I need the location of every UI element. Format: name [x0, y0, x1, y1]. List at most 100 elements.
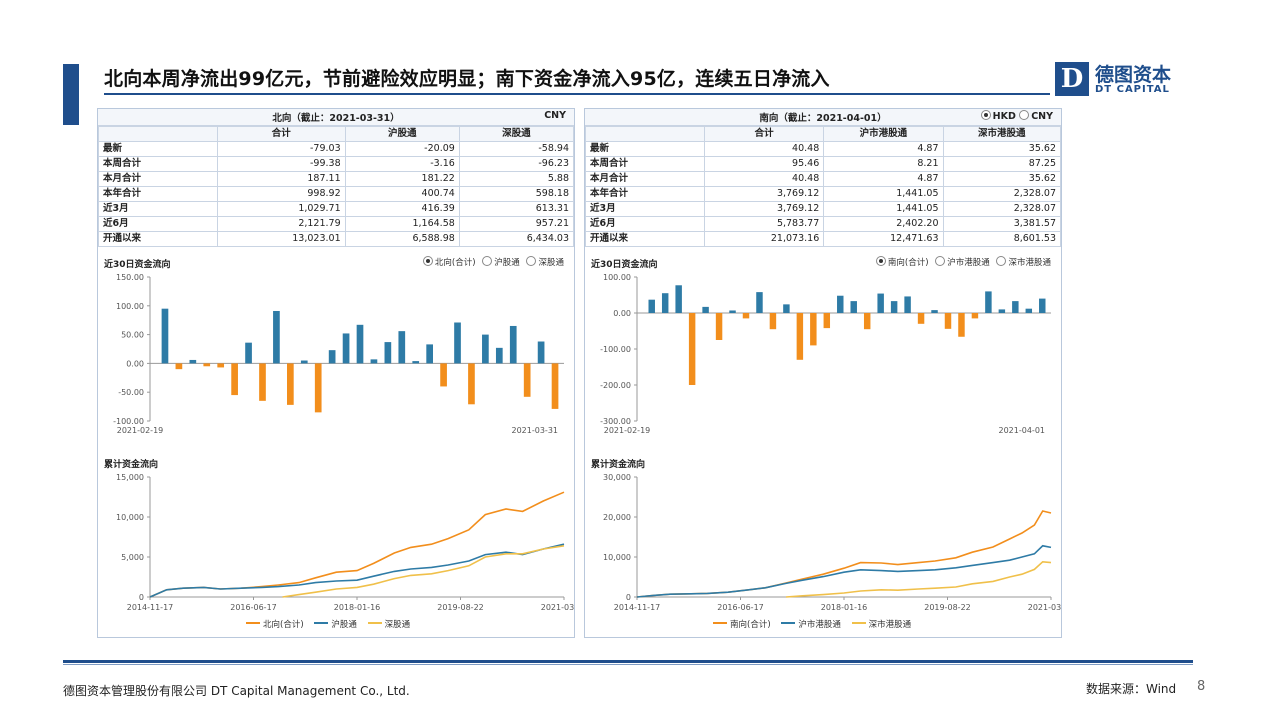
x-tick-label: 2021-03-29 — [541, 603, 574, 612]
table-cell: -99.38 — [217, 156, 346, 172]
legend-label: 沪股通 — [331, 620, 357, 630]
table-cell: 2,328.07 — [942, 186, 1061, 202]
y-tick-label: 100.00 — [116, 302, 144, 311]
table-cell: 5.88 — [458, 171, 575, 187]
x-tick-label: 2014-11-17 — [127, 603, 174, 612]
legend-label: 南向(合计) — [730, 620, 771, 630]
table-cell: 3,769.12 — [703, 186, 825, 202]
table-cell: 2,328.07 — [942, 201, 1061, 217]
y-tick-label: -100.00 — [600, 345, 631, 354]
bar — [971, 313, 979, 319]
bar — [702, 306, 709, 313]
table-row: 近6月 5,783.77 2,402.20 3,381.57 — [585, 216, 1061, 232]
option-sz[interactable]: 深市港股通 — [996, 256, 1051, 268]
table-cell: 957.21 — [458, 216, 575, 232]
y-tick-label: 20,000 — [603, 513, 631, 522]
table-cell: 13,023.01 — [217, 231, 346, 247]
option-hkd[interactable]: HKD — [980, 110, 1016, 122]
table-cell: 40.48 — [703, 171, 825, 187]
table-cell: 598.18 — [458, 186, 575, 202]
company-logo: D 德图资本 DT CAPITAL — [1055, 60, 1225, 100]
bar — [729, 310, 736, 313]
table-cell: -79.03 — [217, 141, 346, 157]
option-cny[interactable]: CNY — [1019, 110, 1053, 122]
x-tick-label: 2021-03-31 — [512, 426, 559, 435]
table-cell: 1,164.58 — [344, 216, 460, 232]
table-cell: 95.46 — [703, 156, 825, 172]
option-label: 深股通 — [538, 258, 564, 268]
row-label: 本周合计 — [585, 156, 705, 172]
bar — [509, 325, 517, 364]
option-sh[interactable]: 沪股通 — [482, 256, 520, 268]
table-row: 最新 -79.03 -20.09 -58.94 — [98, 141, 575, 157]
row-label: 近6月 — [585, 216, 705, 232]
option-sh[interactable]: 沪市港股通 — [935, 256, 990, 268]
column-header: 沪股通 — [344, 126, 460, 142]
bar — [715, 313, 723, 340]
bar — [412, 361, 420, 364]
southbound-cum-title: 累计资金流向 — [591, 460, 646, 470]
bar — [482, 334, 489, 364]
bar — [917, 313, 925, 324]
table-row: 开通以来 21,073.16 12,471.63 8,601.53 — [585, 231, 1061, 247]
northbound-caption-row: 北向（截止：2021-03-31） CNY — [98, 109, 574, 126]
y-tick-label: 10,000 — [603, 553, 631, 562]
radio-selected-icon — [980, 110, 991, 120]
row-label: 开通以来 — [585, 231, 705, 247]
footer-divider — [63, 660, 1193, 663]
table-cell: 35.62 — [942, 171, 1061, 187]
column-header: 合计 — [217, 126, 346, 142]
bar — [398, 331, 406, 364]
bar — [958, 313, 965, 337]
bar — [314, 363, 322, 413]
table-cell: 40.48 — [703, 141, 825, 157]
radio-selected-icon — [875, 256, 886, 266]
currency-label: CNY — [544, 110, 566, 121]
northbound-caption: 北向（截止：2021-03-31） — [272, 113, 400, 124]
bar — [328, 350, 336, 364]
bar — [863, 313, 871, 330]
table-row: 本年合计 3,769.12 1,441.05 2,328.07 — [585, 186, 1061, 202]
bar — [742, 313, 750, 319]
y-tick-label: 50.00 — [121, 331, 144, 340]
x-tick-label: 2021-03-29 — [1028, 603, 1061, 612]
bar — [675, 285, 682, 313]
bar — [203, 363, 211, 367]
table-cell: 416.39 — [344, 201, 460, 217]
bar — [944, 313, 952, 329]
row-label: 最新 — [585, 141, 705, 157]
option-total[interactable]: 南向(合计) — [875, 256, 929, 268]
x-tick-label: 2019-08-22 — [437, 603, 484, 612]
y-tick-label: 15,000 — [116, 473, 144, 482]
table-cell: -58.94 — [458, 141, 575, 157]
southbound-caption-row: 南向（截止：2021-04-01） HKD CNY — [585, 109, 1061, 126]
table-cell: 3,381.57 — [942, 216, 1061, 232]
radio-icon — [1019, 110, 1030, 120]
legend-swatch — [367, 622, 382, 624]
table-row: 开通以来 13,023.01 6,588.98 6,434.03 — [98, 231, 575, 247]
southbound-table: 合计 沪市港股通 深市港股通 最新 40.48 4.87 35.62 本周合计 95.46… — [585, 126, 1061, 247]
column-header: 深股通 — [458, 126, 575, 142]
row-label: 本周合计 — [98, 156, 218, 172]
bar — [890, 301, 898, 313]
row-label: 近6月 — [98, 216, 218, 232]
bar — [495, 347, 503, 364]
table-row: 最新 40.48 4.87 35.62 — [585, 141, 1061, 157]
legend-label: 深股通 — [384, 620, 411, 630]
bar — [161, 308, 169, 364]
southbound-caption: 南向（截止：2021-04-01） — [759, 113, 887, 124]
table-cell: 1,441.05 — [823, 201, 944, 217]
bar — [1025, 308, 1033, 313]
bar — [756, 292, 763, 313]
table-cell: 4.87 — [823, 141, 944, 157]
option-sz[interactable]: 深股通 — [526, 256, 564, 268]
northbound-cum-title: 累计资金流向 — [104, 460, 159, 470]
series-line — [149, 491, 565, 598]
northbound-panel: 北向（截止：2021-03-31） CNY 合计 沪股通 深股通 最新 -79.0… — [97, 108, 575, 638]
page-title: 北向本周净流出99亿元，节前避险效应明显；南下资金净流入95亿，连续五日净流入 — [104, 68, 830, 90]
option-total[interactable]: 北向(合计) — [422, 256, 476, 268]
bar — [796, 313, 804, 360]
legend-swatch — [314, 622, 329, 624]
table-cell: 1,441.05 — [823, 186, 944, 202]
